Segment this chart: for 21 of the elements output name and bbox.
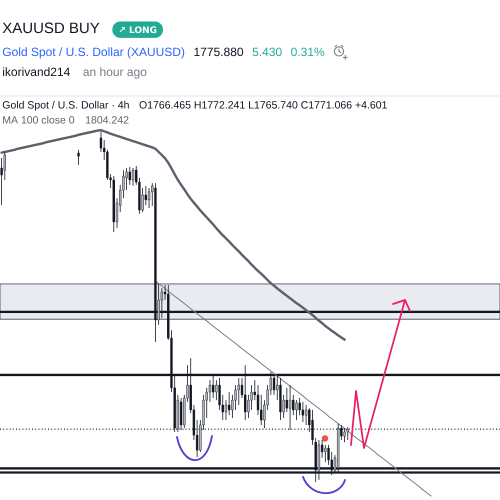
candlestick (304, 404, 308, 426)
series-label: MA 100 close 0 (3, 116, 74, 124)
candlestick (132, 168, 134, 186)
text: 1775.880 (194, 48, 244, 56)
candlestick (100, 132, 102, 152)
candlestick (295, 400, 298, 420)
candlestick (286, 387, 288, 412)
text: O1766.465 H1772.241 L1765.740 C1771.066 +4.601 (140, 101, 387, 109)
text: ikorivand214 (3, 67, 70, 76)
text: 1804.242 (86, 116, 128, 124)
candlestick (228, 392, 230, 416)
text: Gold Spot / U.S. Dollar · 4h (2, 100, 129, 111)
text: an hour ago (83, 67, 146, 78)
text: ↗ LONG (120, 26, 156, 34)
candlestick (302, 401, 304, 423)
text: 5.430 (252, 48, 282, 56)
chart-title: XAUUSD BUY (2, 22, 100, 34)
text: 0.31% (291, 48, 324, 56)
candlestick (77, 149, 80, 166)
chart-subtitle: Gold Spot / U.S. Dollar (XAUUSD) (2, 47, 184, 58)
candlestick (324, 444, 327, 462)
